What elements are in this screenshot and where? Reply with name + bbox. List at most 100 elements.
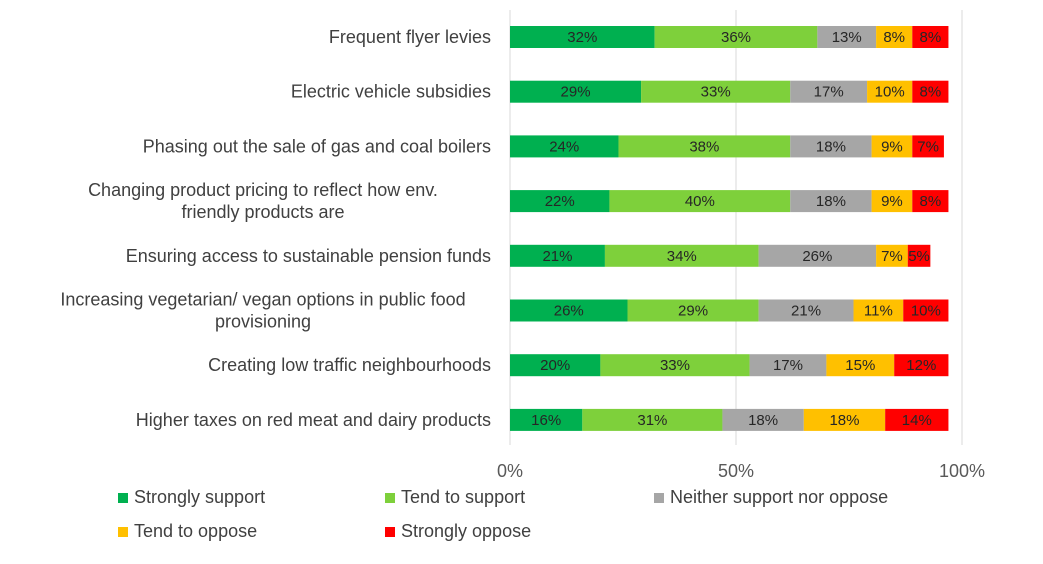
bar-segment [803,408,886,431]
bar-segment [790,190,872,213]
data-label: 11% [864,303,893,320]
data-label: 17% [814,84,844,101]
bar-segment [903,299,949,322]
data-label: 40% [685,193,715,210]
bar-segment [790,135,872,158]
data-label: 20% [540,357,570,374]
data-label: 8% [920,29,942,46]
data-label: 8% [920,193,942,210]
data-label: 38% [689,138,719,155]
legend-label: Strongly oppose [401,521,532,541]
legend-item: Tend to oppose [118,521,257,542]
legend-label: Tend to support [401,487,526,507]
data-label: 24% [549,138,579,155]
x-axis-tick-labels: 0% 50% 100% [497,461,985,481]
x-tick-label: 50% [718,461,754,481]
legend-item: Strongly oppose [385,521,531,542]
bar-segment [853,299,904,322]
category-label: Electric vehicle subsidies [291,82,491,102]
legend-swatch [118,526,128,537]
legend-item: Tend to support [385,487,525,508]
legend-item: Strongly support [118,487,265,508]
bar-segment [758,299,854,322]
data-label: 22% [545,193,575,210]
bar-segment [510,408,583,431]
bar-segment [609,190,791,213]
bar-segment [907,244,931,267]
category-label: Creating low traffic neighbourhoods [208,355,491,375]
data-label: 34% [667,248,697,265]
data-label: 18% [816,138,846,155]
category-labels: Frequent flyer levies Electric vehicle su… [60,27,491,430]
bar-segment [894,354,949,377]
bar-segment [876,26,913,48]
bar-segment [510,26,655,48]
category-label: Increasing vegetarian/ vegan options in … [60,290,465,332]
data-label: 18% [829,412,859,429]
bar-segment [641,80,791,103]
bar-segment [510,135,619,158]
data-label: 29% [561,84,591,101]
legend-swatch [385,526,395,537]
data-label: 8% [920,84,942,101]
data-label: 21% [542,248,572,265]
data-label: 16% [531,412,561,429]
bar-segment [722,408,804,431]
bar-segment [758,244,877,267]
legend-label: Tend to oppose [134,521,258,541]
bar-segment [826,354,895,377]
data-label: 13% [832,29,862,46]
bar-segment [871,190,913,213]
data-label: 33% [660,357,690,374]
bar-segment [510,299,628,322]
bar-segment [749,354,827,377]
data-label: 21% [791,303,821,320]
legend-swatch [118,492,128,503]
bar-segment [790,80,868,103]
data-label: 9% [881,193,903,210]
data-label: 9% [881,138,903,155]
bar-segment [510,190,610,213]
bar-segment [912,135,944,158]
bar-segment [618,135,791,158]
legend-label: Neither support nor oppose [670,487,889,507]
bar-segment [912,80,949,103]
legend-item: Neither support nor oppose [654,487,888,508]
data-label: 26% [554,303,584,320]
category-label: Frequent flyer levies [329,27,491,47]
bar-segment [885,408,949,431]
data-label: 18% [748,412,778,429]
category-label: Ensuring access to sustainable pension f… [126,246,491,266]
data-label: 8% [883,29,905,46]
legend-swatch [654,492,664,503]
data-label: 10% [911,303,941,320]
data-label: 7% [881,248,903,265]
x-tick-label: 100% [939,461,985,481]
bar-segment [510,244,605,267]
data-label: 14% [902,412,932,429]
gridlines [509,10,963,445]
data-label: 12% [906,357,936,374]
data-label: 26% [802,248,832,265]
bar-segment [817,26,877,48]
data-label: 32% [567,29,597,46]
bar-segment [871,135,913,158]
data-label: 15% [845,357,875,374]
bar-segment [867,80,913,103]
bar-segment [627,299,759,322]
category-label: Changing product pricing to reflect how … [88,180,438,222]
bar-segment [912,26,949,48]
bar-segment [604,244,759,267]
legend-swatch [385,492,395,503]
bar-segment [600,354,750,377]
data-label: 31% [637,412,667,429]
x-tick-label: 0% [497,461,523,481]
data-label: 5% [908,248,930,265]
category-label: Phasing out the sale of gas and coal boi… [143,136,491,156]
bar-segment [912,190,949,213]
bar-segment [582,408,723,431]
data-label: 29% [678,303,708,320]
data-label: 18% [816,193,846,210]
